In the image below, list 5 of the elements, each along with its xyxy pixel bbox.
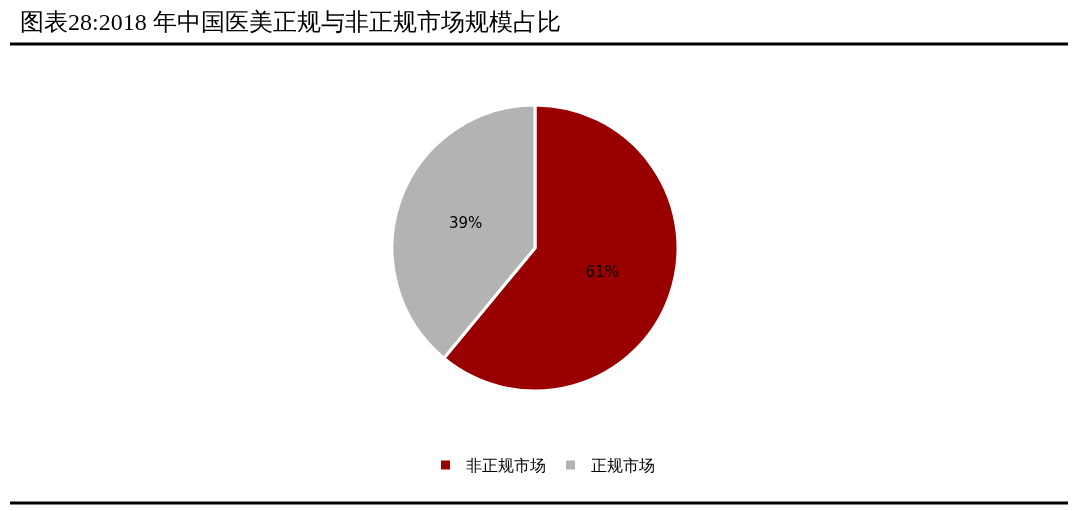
chart-title: 图表28:2018 年中国医美正规与非正规市场规模占比 <box>20 9 561 36</box>
data-label: 39% <box>449 214 483 233</box>
data-label: 61% <box>585 263 619 282</box>
legend-label: 非正规市场 <box>465 456 546 476</box>
legend-label: 正规市场 <box>590 456 655 476</box>
